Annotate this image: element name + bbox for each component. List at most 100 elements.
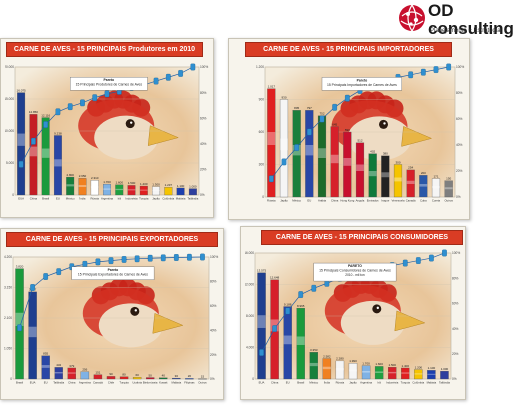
bar-japão: [348, 363, 358, 380]
category-label: Canadá: [406, 199, 416, 203]
bar-value-label: 2.800: [66, 173, 74, 177]
bar-canadá: [93, 374, 103, 380]
y-tick-label: 2.100: [4, 316, 12, 320]
pareto-marker: [442, 249, 447, 257]
bar-value-label: 1.017: [268, 84, 276, 88]
category-label: Cuba: [420, 199, 427, 203]
pareto-marker: [121, 256, 127, 263]
pareto-marker: [272, 325, 277, 332]
category-label: Argentina: [101, 197, 113, 201]
pareto-tick-label: 100%: [456, 65, 464, 69]
category-label: Indonésia: [125, 197, 138, 201]
pareto-marker: [187, 253, 192, 261]
category-label: EUA: [259, 381, 265, 385]
bar-value-label: 402: [370, 149, 375, 153]
bar-turquia: [119, 376, 129, 380]
category-label: Tailândia: [187, 197, 198, 201]
bar-rússia: [90, 180, 99, 196]
bar-value-label: 1.400: [140, 182, 148, 186]
category-label: Indonésia: [386, 381, 399, 385]
category-label: Rússia: [336, 381, 345, 385]
logo-od: OD: [428, 1, 454, 20]
category-label: China: [331, 199, 339, 203]
category-label: China: [271, 381, 279, 385]
bar-value-label: 30: [175, 374, 179, 378]
bar-value-label: 8.965: [297, 304, 305, 308]
pareto-tick-label: 60%: [200, 116, 207, 120]
category-label: Índia: [324, 381, 331, 385]
bar-tailândia: [54, 367, 63, 380]
bar-value-label: 1.500: [388, 363, 396, 367]
bar-méxico: [292, 110, 301, 198]
banner-consumidores: CARNE DE AVES - 15 PRINCIPAIS CONSUMIDOR…: [261, 230, 463, 245]
category-label: Tailândia: [53, 381, 64, 385]
category-label: Japão: [280, 199, 288, 203]
category-label: Malásia: [427, 381, 437, 385]
bar-malásia: [176, 187, 185, 196]
bar-malásia: [427, 370, 436, 380]
pareto-tick-label: 0%: [210, 377, 215, 381]
pareto-marker: [319, 115, 325, 123]
category-label: Brasil: [16, 381, 23, 385]
y-tick-label: 0: [10, 377, 12, 381]
pareto-marker: [190, 63, 196, 71]
chart-subtitle-box: [69, 77, 148, 91]
y-tick-label: 3.150: [4, 286, 12, 290]
bar-value-label: 90: [109, 372, 113, 376]
pareto-marker: [332, 103, 338, 111]
pareto-marker: [285, 307, 291, 315]
category-label: Irã: [118, 197, 122, 201]
category-label: Argentina: [360, 381, 372, 385]
chart-produtores: 0 5.000 10.000 15.000 20.000 0% 20% 40% 60% 80% 10…: [5, 63, 208, 201]
panel-produtores: CARNE DE AVES - 15 PRINCIPAIS Produtores…: [0, 38, 214, 218]
chart-exportadores: 0 1.050 2.100 3.150 4.200 0% 20% 40% 60% 80% 100% 3…: [4, 253, 218, 385]
pareto-tick-label: 0%: [200, 193, 205, 197]
bar-value-label: 2.582: [323, 354, 331, 358]
bar-colômbia: [164, 187, 173, 196]
bar-value-label: 1.300: [152, 182, 160, 186]
bar-iraque: [381, 155, 390, 198]
pareto-marker: [446, 63, 452, 71]
chart-subtitle-2: 2010 - mil ton: [345, 273, 365, 277]
category-label: Colômbia: [162, 197, 174, 201]
y-tick-label: 1.050: [4, 347, 12, 351]
bar-argentina: [80, 371, 90, 380]
category-label: China: [68, 381, 76, 385]
bar-japão: [152, 186, 161, 196]
bar-value-label: 2.650: [79, 174, 87, 178]
bar-ucrânia: [132, 377, 142, 380]
chart-subtitle-box: [313, 262, 397, 282]
bar-value-label: 1.600: [375, 362, 383, 366]
bar-value-label: 2.310: [91, 176, 99, 180]
bar-indonésia: [127, 185, 136, 196]
category-label: Turquia: [119, 381, 129, 385]
pareto-tick-label: 20%: [452, 352, 459, 356]
bar-value-label: 12.850: [29, 110, 39, 114]
bar-eua: [28, 291, 37, 380]
pareto-marker: [134, 255, 140, 263]
chart-subtitle-box: [71, 266, 155, 280]
y-tick-label: 10.000: [5, 129, 14, 133]
bar-tailândia: [440, 370, 449, 380]
bar-value-label: 12.116: [41, 113, 50, 117]
pareto-tick-label: 80%: [210, 280, 217, 284]
bar-value-label: 930: [281, 95, 286, 99]
chart-importadores: 0 300 600 900 1.200 0% 20% 40% 60% 80% 100% 1.017 Rú…: [256, 63, 464, 203]
bar-value-label: 379: [69, 364, 74, 368]
category-label: EUA: [30, 381, 36, 385]
bar-value-label: 1.100: [177, 184, 185, 188]
bar-china: [330, 126, 339, 198]
banner-produtores: CARNE DE AVES - 15 PRINCIPAIS Produtores…: [6, 42, 203, 57]
y-tick-label: 8.000: [246, 314, 254, 318]
bar-value-label: 380: [383, 152, 388, 156]
category-label: Hong Kong: [340, 199, 354, 203]
pareto-marker: [306, 128, 312, 136]
category-label: Japão: [349, 381, 357, 385]
bar-value-label: 512: [357, 139, 362, 143]
bar-value-label: 12.648: [270, 276, 280, 280]
bar-value-label: 150: [446, 177, 451, 181]
pareto-tick-label: 40%: [210, 328, 217, 332]
pareto-marker: [415, 257, 421, 264]
pareto-note: Pareto: [108, 268, 119, 272]
y-tick-label: 4.200: [4, 255, 12, 259]
